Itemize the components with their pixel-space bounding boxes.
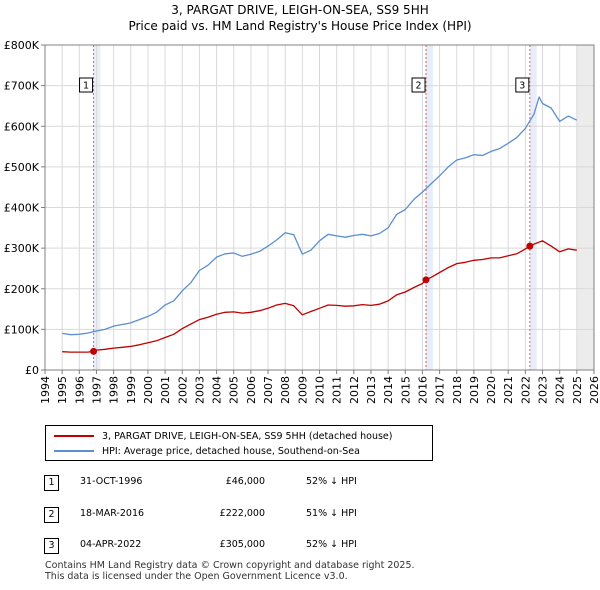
sale-label: 1 bbox=[83, 81, 89, 92]
x-tick-label: 2021 bbox=[502, 376, 515, 404]
sale-hpi-delta: 52% ↓ HPI bbox=[306, 539, 357, 550]
hpi-series-line bbox=[62, 96, 578, 336]
footer-copyright: Contains HM Land Registry data © Crown c… bbox=[45, 560, 415, 571]
footer-notice: Contains HM Land Registry data © Crown c… bbox=[45, 560, 415, 582]
x-tick-label: 2009 bbox=[296, 376, 309, 404]
legend-item-hpi: HPI: Average price, detached house, Sout… bbox=[54, 444, 360, 458]
table-row: 1 31-OCT-1996 £46,000 52% ↓ HPI bbox=[44, 475, 464, 493]
x-tick-label: 2024 bbox=[554, 376, 567, 404]
x-tick-label: 2015 bbox=[399, 376, 412, 404]
sale-label: 2 bbox=[416, 81, 422, 92]
table-row: 2 18-MAR-2016 £222,000 51% ↓ HPI bbox=[44, 507, 464, 525]
x-tick-label: 2001 bbox=[159, 376, 172, 404]
y-tick-label: £400K bbox=[4, 202, 40, 215]
x-tick-label: 1996 bbox=[73, 376, 86, 404]
sale-number-badge: 3 bbox=[44, 538, 59, 554]
x-tick-label: 2000 bbox=[142, 376, 155, 404]
x-tick-label: 2018 bbox=[451, 376, 464, 404]
x-tick-label: 2005 bbox=[228, 376, 241, 404]
x-tick-label: 2010 bbox=[314, 376, 327, 404]
y-tick-label: £600K bbox=[4, 120, 40, 133]
sale-label-box bbox=[411, 77, 426, 93]
x-tick-label: 2011 bbox=[331, 376, 344, 404]
x-tick-label: 2026 bbox=[588, 376, 600, 404]
x-tick-label: 2012 bbox=[348, 376, 361, 404]
x-tick-label: 2025 bbox=[571, 376, 584, 404]
y-tick-label: £200K bbox=[4, 283, 40, 296]
sale-number-badge: 1 bbox=[44, 475, 59, 491]
y-tick-label: £700K bbox=[4, 80, 40, 93]
y-tick-label: £100K bbox=[4, 323, 40, 336]
x-tick-label: 1997 bbox=[90, 376, 103, 404]
chart-title: 3, PARGAT DRIVE, LEIGH-ON-SEA, SS9 5HH bbox=[171, 3, 429, 17]
sale-date: 04-APR-2022 bbox=[80, 539, 142, 550]
footer-licence: This data is licensed under the Open Gov… bbox=[45, 571, 348, 582]
sale-number-badge: 2 bbox=[44, 507, 59, 523]
sale-point bbox=[526, 242, 534, 250]
x-tick-label: 2013 bbox=[365, 376, 378, 404]
x-tick-label: 2017 bbox=[434, 376, 447, 404]
sale-hpi-delta: 51% ↓ HPI bbox=[306, 508, 357, 519]
x-tick-label: 1998 bbox=[108, 376, 121, 404]
price-chart: 1 2 3 £0 £100K £200K £300K £400K £500K £600K £700… bbox=[4, 39, 600, 404]
y-tick-label: £500K bbox=[4, 161, 40, 174]
x-tick-label: 2006 bbox=[245, 376, 258, 404]
sale-label-box bbox=[79, 77, 94, 93]
legend-hpi-label: HPI: Average price, detached house, Sout… bbox=[102, 445, 360, 457]
chart-legend: 3, PARGAT DRIVE, LEIGH-ON-SEA, SS9 5HH (… bbox=[45, 425, 433, 461]
y-tick-label: £0 bbox=[25, 364, 39, 377]
legend-price-swatch bbox=[54, 435, 94, 437]
x-tick-label: 2004 bbox=[211, 376, 224, 404]
sale-price: £305,000 bbox=[219, 539, 265, 550]
x-tick-label: 2019 bbox=[468, 376, 481, 404]
x-tick-label: 1995 bbox=[56, 376, 69, 404]
x-tick-label: 2022 bbox=[519, 376, 532, 404]
sale-point bbox=[422, 276, 430, 284]
x-tick-label: 1999 bbox=[125, 376, 138, 404]
sale-price: £222,000 bbox=[219, 508, 265, 519]
sale-price: £46,000 bbox=[225, 476, 265, 487]
x-tick-label: 1994 bbox=[39, 376, 52, 404]
sale-date: 18-MAR-2016 bbox=[80, 508, 145, 519]
y-tick-label: £300K bbox=[4, 242, 40, 255]
y-tick-label: £800K bbox=[4, 39, 40, 52]
legend-hpi-swatch bbox=[54, 450, 94, 452]
legend-item-price: 3, PARGAT DRIVE, LEIGH-ON-SEA, SS9 5HH (… bbox=[54, 429, 392, 443]
legend-price-label: 3, PARGAT DRIVE, LEIGH-ON-SEA, SS9 5HH (… bbox=[102, 430, 393, 442]
x-tick-label: 2003 bbox=[193, 376, 206, 404]
x-tick-label: 2020 bbox=[485, 376, 498, 404]
table-row: 3 04-APR-2022 £305,000 52% ↓ HPI bbox=[44, 538, 464, 556]
sale-hpi-delta: 52% ↓ HPI bbox=[306, 476, 357, 487]
price-series-line bbox=[62, 240, 577, 353]
sale-label-box bbox=[515, 77, 530, 93]
x-tick-label: 2016 bbox=[416, 376, 429, 404]
sale-point bbox=[90, 347, 98, 355]
x-tick-label: 2014 bbox=[382, 376, 395, 404]
x-tick-label: 2002 bbox=[176, 376, 189, 404]
x-tick-label: 2008 bbox=[279, 376, 292, 404]
chart-subtitle: Price paid vs. HM Land Registry's House … bbox=[128, 19, 472, 33]
x-tick-label: 2007 bbox=[262, 376, 275, 404]
sale-label: 3 bbox=[519, 81, 525, 92]
x-tick-label: 2023 bbox=[537, 376, 550, 404]
sale-date: 31-OCT-1996 bbox=[80, 476, 143, 487]
